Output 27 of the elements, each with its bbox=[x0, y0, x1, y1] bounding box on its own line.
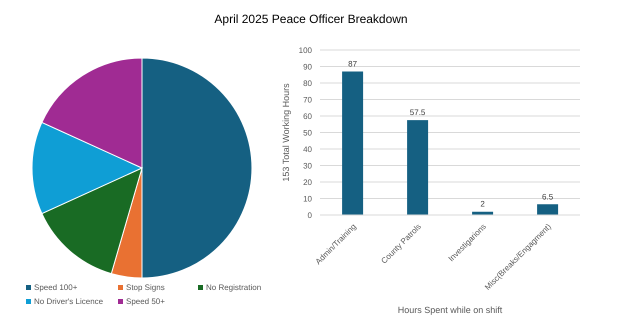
x-axis-title: Hours Spent while on shift bbox=[398, 305, 503, 315]
y-tick-label: 30 bbox=[303, 161, 313, 170]
y-tick-label: 70 bbox=[303, 95, 313, 104]
y-axis-title: 153 Total Working Hours bbox=[281, 82, 292, 182]
y-tick-label: 100 bbox=[298, 46, 313, 55]
y-tick-label: 40 bbox=[303, 144, 313, 154]
y-tick-label: 80 bbox=[303, 78, 313, 88]
legend-label: Speed 100+ bbox=[34, 283, 78, 292]
legend-label: Stop Signs bbox=[126, 283, 165, 292]
y-tick-label: 0 bbox=[308, 210, 313, 220]
data-label: 87 bbox=[348, 59, 358, 68]
bar bbox=[537, 204, 558, 215]
legend-label: Speed 50+ bbox=[126, 297, 165, 306]
y-tick-label: 10 bbox=[303, 194, 313, 204]
legend-label: No Driver's Licence bbox=[34, 297, 104, 306]
y-tick-label: 60 bbox=[303, 112, 313, 121]
y-tick-label: 20 bbox=[303, 178, 313, 187]
bar bbox=[407, 120, 428, 215]
y-tick-label: 90 bbox=[303, 62, 313, 72]
data-label: 6.5 bbox=[542, 192, 554, 202]
y-tick-label: 50 bbox=[303, 128, 313, 138]
text: April 2025 Peace Officer Breakdown bbox=[213, 12, 409, 26]
bar bbox=[472, 212, 494, 215]
data-label: 2 bbox=[480, 200, 486, 209]
legend-label: No Registration bbox=[206, 283, 262, 292]
data-label: 57.5 bbox=[410, 108, 426, 118]
bar bbox=[342, 71, 364, 215]
